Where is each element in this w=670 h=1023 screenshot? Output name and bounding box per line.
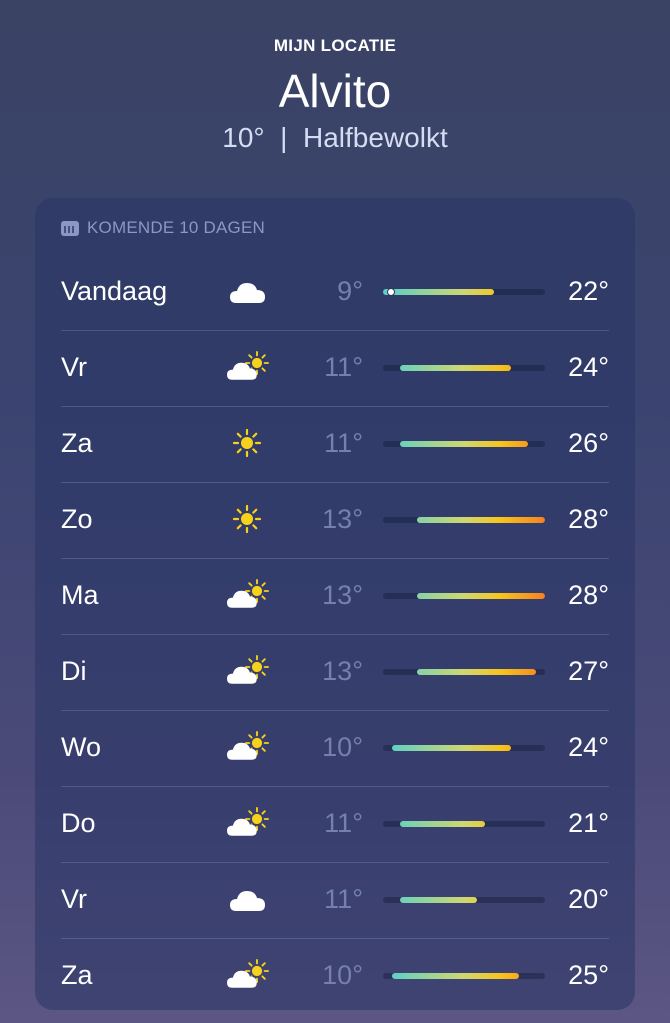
forecast-row[interactable]: Do 11° 21°	[61, 786, 609, 862]
temp-range-bar	[417, 669, 537, 675]
cloud-icon	[227, 274, 271, 308]
sun-glyph	[245, 655, 269, 679]
row-divider	[61, 558, 609, 559]
low-temp: 10°	[322, 960, 363, 990]
temp-range-bar	[383, 289, 494, 295]
temp-range-track	[383, 669, 545, 675]
day-label: Do	[61, 808, 96, 838]
forecast-row[interactable]: Wo 10° 24°	[61, 710, 609, 786]
low-temp: 11°	[324, 884, 363, 914]
current-conditions: 10° | Halfbewolkt	[0, 122, 670, 154]
day-label: Wo	[61, 732, 102, 762]
high-temp: 21°	[568, 808, 609, 838]
high-temp: 26°	[568, 428, 609, 458]
day-label: Ma	[61, 580, 99, 610]
partly-sunny-icon	[227, 730, 271, 764]
forecast-row[interactable]: Di 13° 27°	[61, 634, 609, 710]
forecast-row[interactable]: Zo 13° 28°	[61, 482, 609, 558]
forecast-row[interactable]: Vr 11° 20°	[61, 862, 609, 938]
low-temp: 9°	[337, 276, 363, 306]
day-label: Vr	[61, 352, 87, 382]
row-divider	[61, 406, 609, 407]
sun-icon	[227, 502, 271, 536]
current-temp: 10°	[222, 122, 265, 153]
day-label: Vandaag	[61, 276, 168, 306]
temp-range-bar	[391, 973, 520, 979]
low-temp: 13°	[322, 656, 363, 686]
sun-glyph	[245, 731, 269, 755]
temp-range-track	[383, 288, 545, 296]
cloud-icon	[227, 882, 271, 916]
day-label: Vr	[61, 884, 87, 914]
high-temp: 27°	[568, 656, 609, 686]
low-temp: 11°	[324, 808, 363, 838]
row-divider	[61, 710, 609, 711]
temp-range-bar	[400, 441, 528, 447]
high-temp: 20°	[568, 884, 609, 914]
row-divider	[61, 634, 609, 635]
temp-range-track	[383, 973, 545, 979]
calendar-icon	[61, 220, 79, 236]
temp-range-bar	[417, 593, 545, 599]
low-temp: 13°	[322, 580, 363, 610]
row-divider	[61, 482, 609, 483]
low-temp: 10°	[322, 732, 363, 762]
partly-sunny-icon	[227, 806, 271, 840]
row-divider	[61, 938, 609, 939]
forecast-row[interactable]: Vandaag 9° 22°	[61, 254, 609, 330]
temp-range-track	[383, 441, 545, 447]
temp-range-bar	[400, 365, 511, 371]
partly-sunny-icon	[227, 578, 271, 612]
day-label: Zo	[61, 504, 93, 534]
day-label: Za	[61, 960, 93, 990]
forecast-row[interactable]: Za 11° 26°	[61, 406, 609, 482]
card-title: KOMENDE 10 DAGEN	[87, 218, 265, 237]
temp-range-bar	[391, 745, 511, 751]
high-temp: 24°	[568, 732, 609, 762]
sun-icon	[227, 426, 271, 460]
temp-range-track	[383, 593, 545, 599]
forecast-row[interactable]: Ma 13° 28°	[61, 558, 609, 634]
high-temp: 25°	[568, 960, 609, 990]
city-name: Alvito	[278, 65, 392, 117]
forecast-row[interactable]: Za 10° 25°	[61, 938, 609, 1014]
low-temp: 11°	[324, 352, 363, 382]
sun-glyph	[232, 504, 262, 534]
condition-text: Halfbewolkt	[303, 122, 448, 153]
current-temp-dot	[386, 288, 395, 296]
row-divider	[61, 786, 609, 787]
low-temp: 11°	[324, 428, 363, 458]
low-temp: 13°	[322, 504, 363, 534]
temp-range-track	[383, 821, 545, 827]
day-label: Za	[61, 428, 93, 458]
partly-sunny-icon	[227, 654, 271, 688]
temp-range-bar	[400, 821, 486, 827]
sun-glyph	[232, 428, 262, 458]
temp-range-bar	[417, 517, 545, 523]
row-divider	[61, 862, 609, 863]
temp-range-track	[383, 897, 545, 903]
partly-sunny-icon	[227, 350, 271, 384]
sun-glyph	[245, 959, 269, 983]
temp-range-bar	[400, 897, 477, 903]
temp-range-track	[383, 365, 545, 371]
forecast-row[interactable]: Vr 11° 24°	[61, 330, 609, 406]
sun-glyph	[245, 351, 269, 375]
high-temp: 28°	[568, 504, 609, 534]
high-temp: 22°	[568, 276, 609, 306]
card-header: KOMENDE 10 DAGEN	[61, 218, 265, 238]
temp-range-track	[383, 517, 545, 523]
ten-day-forecast-card[interactable]: KOMENDE 10 DAGEN Vandaag 9° 22° Vr 11° 24…	[35, 198, 635, 1010]
high-temp: 28°	[568, 580, 609, 610]
separator: |	[280, 122, 288, 153]
sun-glyph	[245, 807, 269, 831]
location-label: MIJN LOCATIE	[273, 36, 397, 55]
partly-sunny-icon	[227, 958, 271, 992]
temp-range-track	[383, 745, 545, 751]
high-temp: 24°	[568, 352, 609, 382]
row-divider	[61, 330, 609, 331]
day-label: Di	[61, 656, 87, 686]
